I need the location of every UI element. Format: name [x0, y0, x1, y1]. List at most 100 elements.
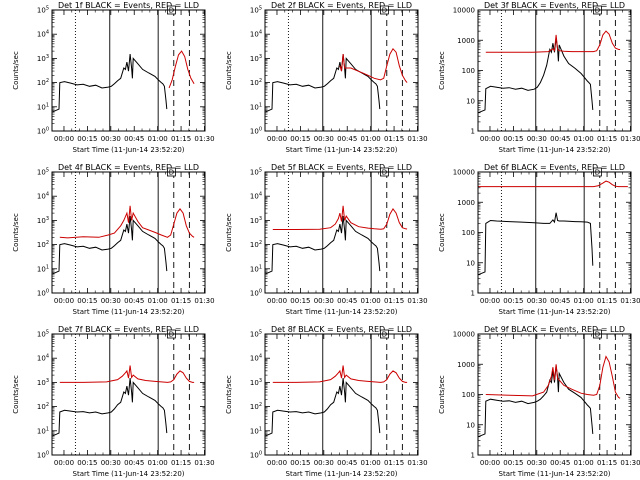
plot-frame [477, 171, 632, 294]
series-line-lld [59, 205, 195, 239]
y-tick-label: 10 [466, 421, 475, 429]
series-line-events [51, 378, 168, 437]
x-tick-label: 00:00 [480, 135, 500, 143]
y-tick-exponent: 5 [259, 168, 262, 174]
y-tick-exponent: 4 [46, 354, 49, 360]
panel-9: Det 9f BLACK = Events, RED = LLD Counts/s… [438, 325, 640, 478]
series-line-lld [59, 365, 195, 383]
y-tick-exponent: 4 [46, 30, 49, 36]
y-tick-label: 1000 [457, 199, 475, 207]
x-tick-label: 00:00 [480, 297, 500, 305]
x-tick-label: 00:45 [337, 459, 357, 467]
x-tick-label: 01:30 [194, 459, 214, 467]
y-tick-label: 100 [37, 289, 49, 298]
x-tick-label: 00:00 [267, 459, 287, 467]
y-tick-exponent: 0 [259, 127, 262, 133]
x-tick-label: 00:45 [337, 297, 357, 305]
series-line-events [264, 216, 381, 275]
y-tick-exponent: 4 [46, 192, 49, 198]
y-tick-label: 101 [37, 264, 49, 273]
y-tick-exponent: 0 [259, 451, 262, 457]
series-line-events [477, 365, 594, 438]
y-tick-label: 103 [250, 54, 262, 63]
y-tick-exponent: 2 [46, 240, 49, 246]
y-tick-exponent: 3 [46, 216, 49, 222]
panel-3: Det 3f BLACK = Events, RED = LLD Counts/s… [438, 1, 640, 154]
x-tick-label: 00:45 [550, 135, 570, 143]
x-tick-label: 01:15 [171, 297, 191, 305]
x-tick-label: 01:15 [171, 135, 191, 143]
y-tick-exponent: 3 [46, 378, 49, 384]
y-tick-label: 10000 [453, 331, 475, 339]
x-tick-label: 00:15 [77, 135, 97, 143]
plot-frame [477, 9, 632, 132]
panel-5: Det 5f BLACK = Events, RED = LLD Counts/s… [225, 163, 428, 316]
panel-title: Det 1f BLACK = Events, RED = LLD [58, 1, 199, 10]
y-tick-exponent: 2 [46, 78, 49, 84]
x-axis-label: Start Time (11-Jun-14 23:52:20) [499, 308, 611, 316]
y-tick-label: 101 [250, 264, 262, 273]
y-tick-label: 100 [250, 127, 262, 136]
x-tick-label: 00:30 [527, 135, 547, 143]
y-tick-exponent: 1 [259, 102, 262, 108]
x-tick-label: 00:00 [267, 135, 287, 143]
series-line-events [477, 37, 594, 114]
y-tick-label: 101 [250, 426, 262, 435]
x-tick-label: 00:30 [101, 135, 121, 143]
x-tick-label: 00:45 [124, 459, 144, 467]
y-tick-exponent: 5 [46, 330, 49, 336]
series-line-events [264, 54, 381, 113]
y-tick-exponent: 4 [259, 192, 262, 198]
panel-4: Det 4f BLACK = Events, RED = LLD Counts/s… [12, 163, 215, 316]
x-tick-label: 00:45 [124, 135, 144, 143]
y-tick-label: 1 [471, 290, 475, 298]
y-tick-exponent: 1 [46, 426, 49, 432]
x-tick-label: 00:15 [290, 459, 310, 467]
x-axis-label: Start Time (11-Jun-14 23:52:20) [73, 470, 185, 478]
y-tick-exponent: 1 [46, 264, 49, 270]
y-tick-exponent: 4 [259, 354, 262, 360]
series-line-events [477, 212, 594, 276]
y-tick-exponent: 1 [259, 426, 262, 432]
y-tick-exponent: 0 [46, 451, 49, 457]
y-axis-label: Counts/sec [12, 375, 20, 414]
panel-title: Det 2f BLACK = Events, RED = LLD [271, 1, 412, 10]
y-tick-label: 1 [471, 128, 475, 136]
y-tick-label: 10000 [453, 169, 475, 177]
panel-title: Det 9f BLACK = Events, RED = LLD [484, 325, 625, 334]
x-tick-label: 00:30 [314, 459, 334, 467]
y-tick-label: 1 [471, 452, 475, 460]
series-line-lld [168, 50, 195, 89]
x-tick-label: 00:15 [77, 297, 97, 305]
plot-frame [51, 9, 206, 132]
y-tick-label: 1000 [457, 361, 475, 369]
y-tick-label: 105 [37, 6, 49, 15]
y-tick-exponent: 2 [259, 78, 262, 84]
x-tick-label: 01:30 [620, 297, 640, 305]
plot-frame [51, 171, 206, 294]
y-tick-label: 102 [250, 240, 262, 249]
y-tick-label: 104 [250, 354, 262, 363]
x-tick-label: 00:30 [101, 459, 121, 467]
panel-7: Det 7f BLACK = Events, RED = LLD Counts/s… [12, 325, 215, 478]
y-tick-exponent: 4 [259, 30, 262, 36]
x-tick-label: 01:30 [194, 135, 214, 143]
x-tick-label: 00:45 [550, 297, 570, 305]
series-line-lld [272, 205, 408, 230]
y-tick-exponent: 3 [259, 216, 262, 222]
y-axis-label: Counts/sec [438, 213, 446, 252]
panel-2: Det 2f BLACK = Events, RED = LLD Counts/s… [225, 1, 428, 154]
y-tick-exponent: 5 [259, 6, 262, 12]
x-tick-label: 00:45 [550, 459, 570, 467]
x-tick-label: 00:15 [290, 297, 310, 305]
y-tick-label: 105 [250, 6, 262, 15]
x-tick-label: 00:00 [54, 297, 74, 305]
panel-title: Det 4f BLACK = Events, RED = LLD [58, 163, 199, 172]
panel-1: Det 1f BLACK = Events, RED = LLD Counts/s… [12, 1, 215, 154]
series-line-lld [478, 180, 628, 188]
x-tick-label: 01:30 [407, 135, 427, 143]
y-tick-label: 102 [37, 240, 49, 249]
x-tick-label: 01:15 [384, 297, 404, 305]
y-tick-label: 105 [37, 168, 49, 177]
